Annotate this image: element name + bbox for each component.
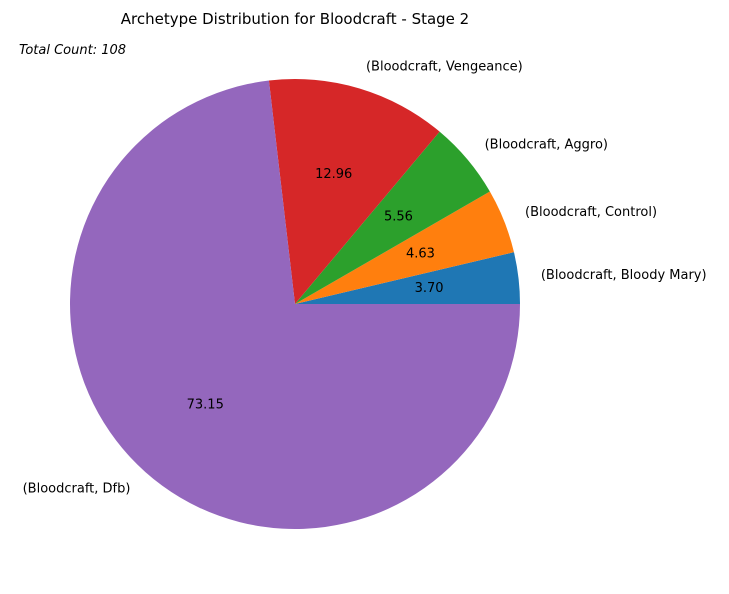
category-label-control: (Bloodcraft, Control)	[525, 205, 657, 220]
pie-slice-bloody-mary	[295, 252, 520, 304]
chart-title: Archetype Distribution for Bloodcraft - …	[121, 10, 469, 28]
category-label-bloody-mary: (Bloodcraft, Bloody Mary)	[541, 268, 707, 283]
total-count-annotation: Total Count: 108	[19, 43, 126, 58]
value-label-dfb: 73.15	[187, 397, 224, 412]
value-label-aggro: 5.56	[384, 210, 413, 225]
category-labels: (Bloodcraft, Bloody Mary) (Bloodcraft, Co…	[23, 59, 707, 496]
pie-slice-vengeance	[268, 79, 440, 304]
pie-slices	[70, 79, 520, 529]
value-label-vengeance: 12.96	[315, 167, 352, 182]
pie-slice-control	[295, 191, 514, 304]
category-label-aggro: (Bloodcraft, Aggro)	[485, 137, 608, 152]
pie-slice-aggro	[295, 131, 490, 304]
pie-slice-dfb	[70, 80, 520, 529]
category-label-vengeance: (Bloodcraft, Vengeance)	[366, 59, 523, 74]
value-label-bloody-mary: 3.70	[415, 281, 444, 296]
category-label-dfb: (Bloodcraft, Dfb)	[23, 481, 131, 496]
value-labels: 3.70 4.63 5.56 12.96 73.15	[187, 167, 444, 412]
value-label-control: 4.63	[406, 247, 435, 262]
